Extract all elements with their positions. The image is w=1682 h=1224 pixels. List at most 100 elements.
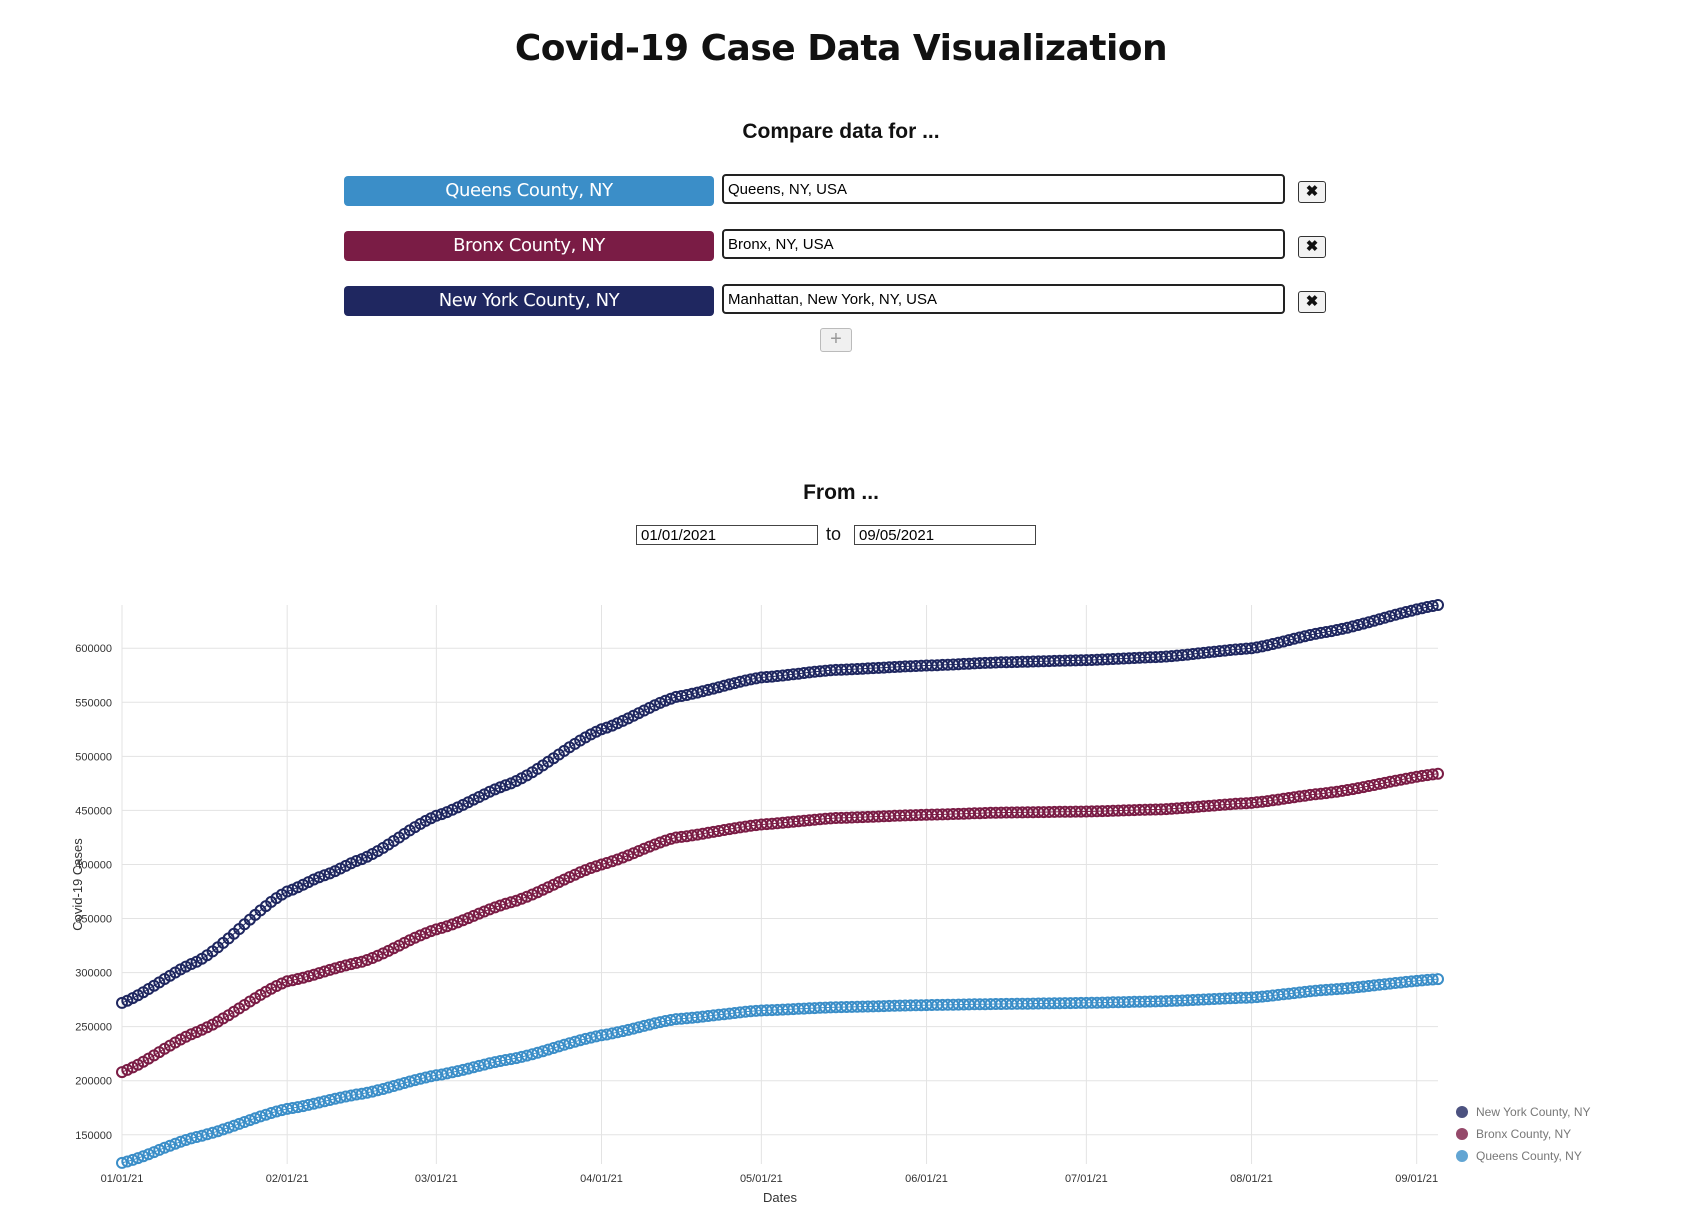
data-point	[334, 1091, 347, 1104]
data-point	[1426, 973, 1439, 986]
x-tick-label: 06/01/21	[905, 1173, 948, 1185]
x-tick-label: 04/01/21	[580, 1173, 623, 1185]
data-point	[1394, 773, 1407, 786]
legend-label: Bronx County, NY	[1476, 1127, 1571, 1141]
data-point	[707, 682, 720, 695]
data-point	[696, 685, 709, 698]
data-point	[179, 1134, 192, 1146]
start-date-input[interactable]	[636, 525, 818, 545]
data-point	[430, 923, 443, 936]
data-point	[329, 962, 342, 975]
data-point	[435, 1068, 448, 1081]
data-point	[1298, 630, 1311, 643]
data-point	[377, 1083, 390, 1095]
data-point	[291, 973, 304, 985]
data-point	[499, 779, 512, 792]
add-comparison-button[interactable]: +	[820, 328, 852, 352]
county-label-bronx[interactable]: Bronx County, NY	[344, 231, 714, 261]
data-point	[1421, 601, 1434, 613]
data-point	[132, 1152, 144, 1165]
location-input-queens[interactable]	[722, 174, 1285, 204]
data-point	[520, 890, 533, 903]
remove-bronx-button[interactable]: ✖	[1298, 236, 1326, 258]
county-label-new-york[interactable]: New York County, NY	[344, 286, 714, 316]
x-tick-label: 02/01/21	[266, 1173, 309, 1185]
data-point	[318, 869, 331, 882]
data-point	[1341, 784, 1354, 796]
data-point	[116, 1156, 128, 1169]
data-point	[164, 1139, 176, 1152]
data-point	[515, 1050, 528, 1063]
data-point	[430, 809, 443, 822]
data-point	[441, 1067, 453, 1080]
data-point	[467, 909, 480, 922]
data-point	[137, 1150, 150, 1163]
data-point	[1277, 635, 1290, 648]
data-point	[195, 1129, 208, 1142]
data-point	[744, 673, 757, 686]
data-point	[1330, 624, 1343, 636]
x-tick-label: 01/01/21	[101, 1173, 144, 1185]
data-point	[307, 968, 320, 981]
remove-new-york-button[interactable]: ✖	[1298, 291, 1326, 313]
data-point	[238, 1116, 251, 1128]
data-point	[627, 1022, 640, 1035]
data-point	[371, 1084, 384, 1097]
data-point	[281, 885, 294, 898]
y-tick-label: 200000	[75, 1076, 112, 1088]
data-point	[419, 1071, 432, 1084]
data-point	[233, 1117, 246, 1130]
data-point	[350, 855, 363, 867]
data-point	[1325, 625, 1338, 638]
x-tick-label: 09/01/21	[1395, 1173, 1438, 1185]
data-point	[494, 899, 507, 912]
data-point	[691, 686, 704, 699]
legend-label: Queens County, NY	[1476, 1149, 1582, 1163]
data-point	[441, 920, 453, 933]
data-point	[425, 925, 437, 938]
data-point	[526, 1048, 539, 1061]
y-tick-label: 600000	[75, 643, 112, 655]
data-point	[211, 1125, 224, 1138]
data-point	[611, 1026, 624, 1039]
end-date-input[interactable]	[854, 525, 1036, 545]
remove-queens-button[interactable]: ✖	[1298, 181, 1326, 203]
data-point	[1346, 620, 1359, 633]
location-input-new-york[interactable]	[722, 284, 1285, 314]
data-point	[590, 860, 603, 873]
data-point	[606, 1027, 619, 1040]
data-point	[323, 963, 336, 976]
data-point	[313, 871, 326, 884]
y-tick-label: 350000	[75, 914, 112, 926]
data-point	[1400, 606, 1412, 618]
data-point	[435, 808, 448, 821]
data-point	[350, 956, 363, 969]
data-point	[1320, 626, 1333, 638]
data-point	[1250, 641, 1263, 654]
data-point	[222, 1121, 235, 1134]
data-point	[504, 1053, 517, 1066]
data-point	[483, 903, 496, 916]
data-point	[355, 955, 368, 968]
data-point	[1384, 775, 1396, 788]
data-point	[616, 851, 629, 864]
y-tick-label: 550000	[75, 697, 112, 709]
data-point	[702, 683, 715, 696]
data-point	[638, 1019, 651, 1032]
data-point	[510, 1052, 523, 1065]
location-input-bronx[interactable]	[722, 229, 1285, 259]
data-point	[1368, 614, 1381, 627]
data-point	[329, 1092, 342, 1105]
data-point	[313, 967, 326, 980]
data-point	[419, 927, 432, 940]
data-point	[600, 857, 613, 869]
data-point	[1373, 613, 1386, 626]
data-point	[1256, 640, 1269, 653]
from-heading: From ...	[803, 481, 879, 504]
x-tick-label: 03/01/21	[415, 1173, 458, 1185]
data-point	[446, 1066, 459, 1079]
county-label-queens[interactable]: Queens County, NY	[344, 176, 714, 206]
data-point	[499, 1054, 512, 1066]
data-point	[643, 840, 656, 853]
data-point	[457, 914, 469, 927]
